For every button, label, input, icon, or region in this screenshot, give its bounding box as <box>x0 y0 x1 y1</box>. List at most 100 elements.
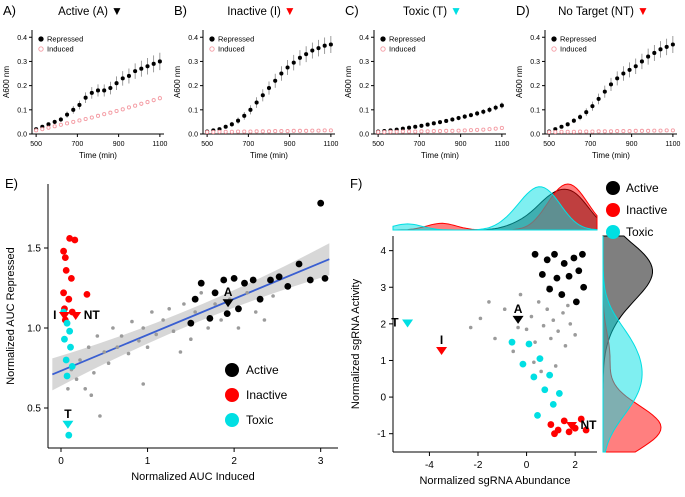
panel-a-plot: 500 700 900 1100 0.0 0.1 0.2 0.3 0.4 Time (min) A6… <box>2 30 168 160</box>
svg-text:0.2: 0.2 <box>17 83 27 90</box>
svg-text:0: 0 <box>58 456 64 467</box>
svg-text:Time (min): Time (min) <box>79 151 117 160</box>
annotation-triangle-icon <box>62 420 74 429</box>
svg-text:0.0: 0.0 <box>188 132 198 139</box>
svg-text:Active: Active <box>626 181 659 195</box>
panel-b: B) Inactive (I) ▼ 500 700 900 1100 0.0 0.1 0.2 0… <box>171 0 342 170</box>
svg-text:700: 700 <box>243 141 255 148</box>
svg-text:700: 700 <box>72 141 84 148</box>
series-induced <box>34 95 162 133</box>
panel-f-plot: T I A NT -4 -2 0 2 -1 0 1 2 3 4 Normalized sgRNA Abund… <box>350 181 668 487</box>
panel-a: A) Active (A) ▼ 500 700 900 1100 0.0 0.1 0.2 0.3… <box>0 0 171 170</box>
top-density-toxic <box>392 186 598 231</box>
toxic-points <box>60 308 76 439</box>
panel-e: E) A I NT T 0 1 2 3 0.5 1.0 1.5 Normalized AUC Indu… <box>0 170 345 497</box>
svg-text:0.1: 0.1 <box>17 107 27 114</box>
svg-text:0.0: 0.0 <box>359 132 369 139</box>
svg-text:4: 4 <box>380 246 386 257</box>
svg-text:0.2: 0.2 <box>530 83 540 90</box>
svg-text:Induced: Induced <box>560 45 587 54</box>
panel-d-triangle-icon: ▼ <box>636 4 649 18</box>
svg-text:900: 900 <box>284 141 296 148</box>
svg-text:Induced: Induced <box>47 45 74 54</box>
svg-text:0.4: 0.4 <box>17 35 27 42</box>
panel-a-triangle-icon: ▼ <box>110 4 123 18</box>
background-points <box>468 285 577 374</box>
annotation-label: NT <box>581 418 598 432</box>
annotation-triangle-icon <box>566 422 577 431</box>
panel-b-title-text: Inactive (I) <box>227 6 281 18</box>
svg-text:0.5: 0.5 <box>27 404 41 415</box>
series-repressed <box>205 36 333 134</box>
svg-text:500: 500 <box>543 141 555 148</box>
panel-b-header: B) Inactive (I) ▼ <box>171 0 342 22</box>
svg-text:1.0: 1.0 <box>27 324 41 335</box>
svg-text:0.3: 0.3 <box>17 59 27 66</box>
svg-text:Time (min): Time (min) <box>250 151 288 160</box>
svg-text:Normalized sgRNA Abundance: Normalized sgRNA Abundance <box>419 475 570 487</box>
svg-text:0.1: 0.1 <box>359 107 369 114</box>
panel-c-header: C) Toxic (T) ▼ <box>342 0 513 22</box>
axes: 500 700 900 1100 0.0 0.1 0.2 0.3 0.4 Time (min) A6… <box>515 30 681 160</box>
svg-text:500: 500 <box>201 141 213 148</box>
svg-text:0.0: 0.0 <box>530 132 540 139</box>
active-points <box>531 250 588 306</box>
panel-b-plot: 500 700 900 1100 0.0 0.1 0.2 0.3 0.4 Time (min) A6… <box>173 30 339 160</box>
svg-text:0.4: 0.4 <box>188 35 198 42</box>
svg-text:A600 nm: A600 nm <box>173 66 182 98</box>
svg-text:0.2: 0.2 <box>359 83 369 90</box>
svg-text:Toxic: Toxic <box>246 413 273 427</box>
svg-text:900: 900 <box>455 141 467 148</box>
annotation-triangle-icon <box>58 312 70 320</box>
svg-text:Repressed: Repressed <box>218 35 254 44</box>
svg-text:1100: 1100 <box>152 141 167 148</box>
growth-panels-row: A) Active (A) ▼ 500 700 900 1100 0.0 0.1 0.2 0.3… <box>0 0 685 170</box>
svg-text:0.4: 0.4 <box>359 35 369 42</box>
regression-line <box>51 258 330 376</box>
svg-text:700: 700 <box>414 141 426 148</box>
legend: Active Inactive Toxic <box>606 181 668 239</box>
annotation-triangle-icon <box>436 346 448 355</box>
svg-text:A600 nm: A600 nm <box>515 66 524 98</box>
svg-text:3: 3 <box>380 283 386 294</box>
annotation-triangle-icon <box>70 312 82 320</box>
svg-text:Normalized AUC Repressed: Normalized AUC Repressed <box>5 247 17 385</box>
panel-c-plot: 500 700 900 1100 0.0 0.1 0.2 0.3 0.4 Time (min) A6… <box>344 30 510 160</box>
svg-text:Induced: Induced <box>218 45 245 54</box>
svg-text:2: 2 <box>380 319 386 330</box>
svg-text:1100: 1100 <box>323 141 338 148</box>
svg-text:2: 2 <box>231 456 237 467</box>
svg-text:0.3: 0.3 <box>188 59 198 66</box>
svg-text:0.2: 0.2 <box>188 83 198 90</box>
panel-b-label: B) <box>174 3 187 18</box>
svg-text:500: 500 <box>372 141 384 148</box>
svg-text:Toxic: Toxic <box>626 225 653 239</box>
axes: 500 700 900 1100 0.0 0.1 0.2 0.3 0.4 Time (min) A6… <box>173 30 339 160</box>
svg-text:900: 900 <box>626 141 638 148</box>
panel-c-label: C) <box>345 3 359 18</box>
annotation-label: I <box>53 308 56 322</box>
axes: -4 -2 0 2 -1 0 1 2 3 4 Normalized sgRNA Abundance N… <box>350 236 597 487</box>
toxic-points <box>508 338 563 419</box>
panel-d-label: D) <box>516 3 530 18</box>
svg-text:0.1: 0.1 <box>530 107 540 114</box>
svg-text:1100: 1100 <box>665 141 680 148</box>
svg-text:1100: 1100 <box>494 141 509 148</box>
panel-d-plot: 500 700 900 1100 0.0 0.1 0.2 0.3 0.4 Time (min) A6… <box>515 30 681 160</box>
annotation-label: A <box>514 302 523 316</box>
svg-text:Inactive: Inactive <box>626 203 668 217</box>
panel-e-label: E) <box>5 176 18 191</box>
panel-a-header: A) Active (A) ▼ <box>0 0 171 22</box>
background-points <box>66 291 275 418</box>
annotation-triangle-icon <box>402 319 414 328</box>
svg-text:1: 1 <box>145 456 151 467</box>
svg-text:0.0: 0.0 <box>17 132 27 139</box>
annotation-label: A <box>224 285 233 299</box>
panel-c: C) Toxic (T) ▼ 500 700 900 1100 0.0 0.1 0.2 0.3 0… <box>342 0 513 170</box>
panel-e-plot: A I NT T 0 1 2 3 0.5 1.0 1.5 Normalized AUC Induced… <box>5 184 338 483</box>
